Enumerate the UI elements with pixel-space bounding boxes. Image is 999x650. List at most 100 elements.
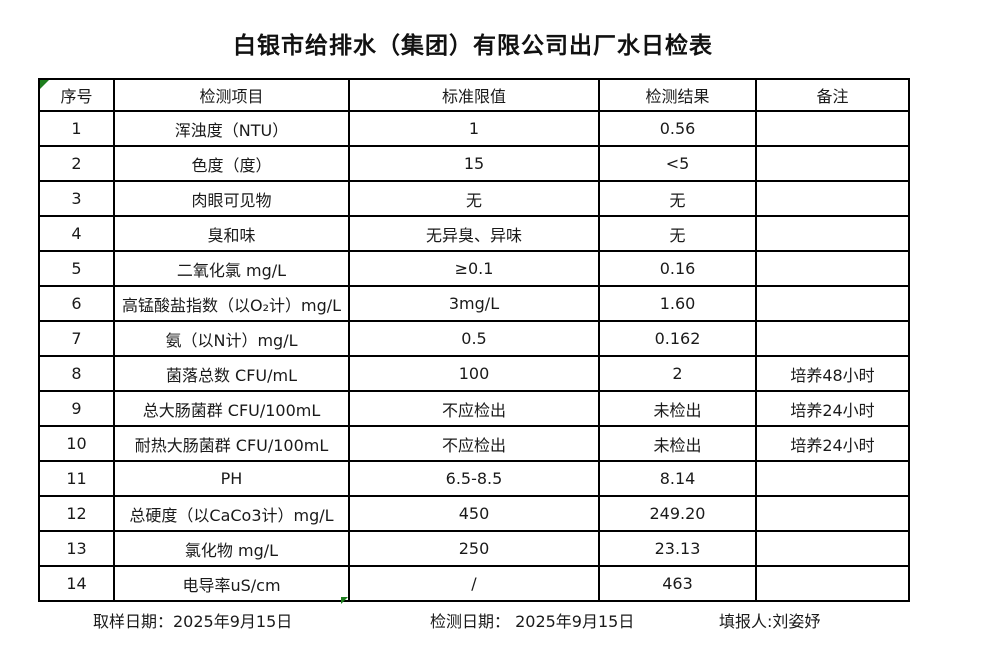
table-row: 12 总硬度（以CaCo3计）mg/L 450 249.20	[38, 495, 910, 532]
table-cell: 未检出	[598, 425, 757, 462]
table-header-row: 序号 检测项目 标准限值 检测结果 备注	[38, 78, 910, 112]
table-row: 11 PH 6.5-8.5 8.14	[38, 460, 910, 497]
table-cell: 不应检出	[348, 390, 600, 427]
excel-corner-marker-icon	[41, 81, 49, 89]
table-cell: 6	[38, 285, 115, 322]
table-cell: 无异臭、异味	[348, 215, 600, 252]
table-row: 7 氨（以N计）mg/L 0.5 0.162	[38, 320, 910, 357]
footer: 取样日期：2025年9月15日 检测日期： 2025年9月15日 填报人:刘姿妤	[0, 608, 999, 632]
water-quality-table: 序号 检测项目 标准限值 检测结果 备注 1 浑浊度（NTU） 1 0.56 2 色度（度…	[38, 78, 910, 602]
table-cell: 100	[348, 355, 600, 392]
table-cell: 11	[38, 460, 115, 497]
table-row: 9 总大肠菌群 CFU/100mL 不应检出 未检出 培养24小时	[38, 390, 910, 427]
reporter-text: 填报人:刘姿妤	[719, 612, 821, 631]
table-cell	[755, 145, 910, 182]
table-cell: 5	[38, 250, 115, 287]
table-row: 5 二氧化氯 mg/L ≥0.1 0.16	[38, 250, 910, 287]
table-cell: 8.14	[598, 460, 757, 497]
header-cell-limit: 标准限值	[348, 78, 600, 112]
table-row: 13 氯化物 mg/L 250 23.13	[38, 530, 910, 567]
table-cell: 4	[38, 215, 115, 252]
table-cell: 培养24小时	[755, 425, 910, 462]
table-cell	[755, 110, 910, 147]
header-cell-index: 序号	[38, 78, 115, 112]
table-row: 6 高锰酸盐指数（以O₂计）mg/L 3mg/L 1.60	[38, 285, 910, 322]
table-row: 4 臭和味 无异臭、异味无	[38, 215, 910, 252]
table-cell: 耐热大肠菌群 CFU/100mL	[113, 425, 350, 462]
table-cell: 二氧化氯 mg/L	[113, 250, 350, 287]
table-cell: 0.5	[348, 320, 600, 357]
table-cell: 13	[38, 530, 115, 567]
table-cell: ≥0.1	[348, 250, 600, 287]
table-cell	[755, 460, 910, 497]
table-cell: 色度（度）	[113, 145, 350, 182]
table-cell: 氯化物 mg/L	[113, 530, 350, 567]
table-cell: 3	[38, 180, 115, 217]
table-cell: 肉眼可见物	[113, 180, 350, 217]
header-cell-result: 检测结果	[598, 78, 757, 112]
table-cell	[755, 320, 910, 357]
table-row: 10 耐热大肠菌群 CFU/100mL 不应检出 未检出 培养24小时	[38, 425, 910, 462]
excel-bottom-marker-icon	[341, 597, 348, 604]
table-cell: 总大肠菌群 CFU/100mL	[113, 390, 350, 427]
table-cell: 2	[38, 145, 115, 182]
table-row: 14 电导率uS/cm/463	[38, 565, 910, 602]
table-row: 3 肉眼可见物无无	[38, 180, 910, 217]
table-row: 2 色度（度） 15 <5	[38, 145, 910, 182]
table-body: 1 浑浊度（NTU） 1 0.56 2 色度（度） 15 <5 3 肉眼可见物无无 4 臭和味 无异臭、…	[38, 110, 910, 602]
table-cell: 无	[348, 180, 600, 217]
table-cell: 培养48小时	[755, 355, 910, 392]
sample-date-text: 取样日期：2025年9月15日	[93, 612, 293, 631]
table-cell: 463	[598, 565, 757, 602]
table-cell: 8	[38, 355, 115, 392]
table-cell: 23.13	[598, 530, 757, 567]
table-cell: 10	[38, 425, 115, 462]
table-cell: 浑浊度（NTU）	[113, 110, 350, 147]
table-cell: 电导率uS/cm	[113, 565, 350, 602]
table-cell	[755, 215, 910, 252]
header-cell-item: 检测项目	[113, 78, 350, 112]
table-cell: 9	[38, 390, 115, 427]
table-cell: 1.60	[598, 285, 757, 322]
table-cell	[755, 530, 910, 567]
table-cell: <5	[598, 145, 757, 182]
table-cell: 氨（以N计）mg/L	[113, 320, 350, 357]
table-cell: 249.20	[598, 495, 757, 532]
table-cell: 2	[598, 355, 757, 392]
header-label: 序号	[60, 87, 93, 106]
table-cell: 1	[38, 110, 115, 147]
table-cell: PH	[113, 460, 350, 497]
table-cell	[755, 180, 910, 217]
table-row: 1 浑浊度（NTU） 1 0.56	[38, 110, 910, 147]
table-cell: 250	[348, 530, 600, 567]
table-cell: 7	[38, 320, 115, 357]
table-cell: 未检出	[598, 390, 757, 427]
table-row: 8 菌落总数 CFU/mL 100 2 培养48小时	[38, 355, 910, 392]
table-cell: 6.5-8.5	[348, 460, 600, 497]
table-cell: /	[348, 565, 600, 602]
table-cell: 0.56	[598, 110, 757, 147]
table-cell: 高锰酸盐指数（以O₂计）mg/L	[113, 285, 350, 322]
table-cell: 无	[598, 215, 757, 252]
table-cell	[755, 285, 910, 322]
table-cell: 12	[38, 495, 115, 532]
table-cell: 450	[348, 495, 600, 532]
table-cell: 臭和味	[113, 215, 350, 252]
table-cell: 无	[598, 180, 757, 217]
table-cell: 不应检出	[348, 425, 600, 462]
table-cell: 总硬度（以CaCo3计）mg/L	[113, 495, 350, 532]
table-cell: 1	[348, 110, 600, 147]
test-date-text: 检测日期： 2025年9月15日	[430, 612, 635, 631]
table-header: 序号 检测项目 标准限值 检测结果 备注	[38, 78, 910, 112]
header-cell-note: 备注	[755, 78, 910, 112]
table-cell: 培养24小时	[755, 390, 910, 427]
table-cell: 0.162	[598, 320, 757, 357]
page-title: 白银市给排水（集团）有限公司出厂水日检表	[233, 33, 713, 59]
table-cell	[755, 565, 910, 602]
table-cell: 15	[348, 145, 600, 182]
table-cell	[755, 495, 910, 532]
table-cell: 菌落总数 CFU/mL	[113, 355, 350, 392]
table-cell	[755, 250, 910, 287]
table-cell: 14	[38, 565, 115, 602]
table-cell: 3mg/L	[348, 285, 600, 322]
